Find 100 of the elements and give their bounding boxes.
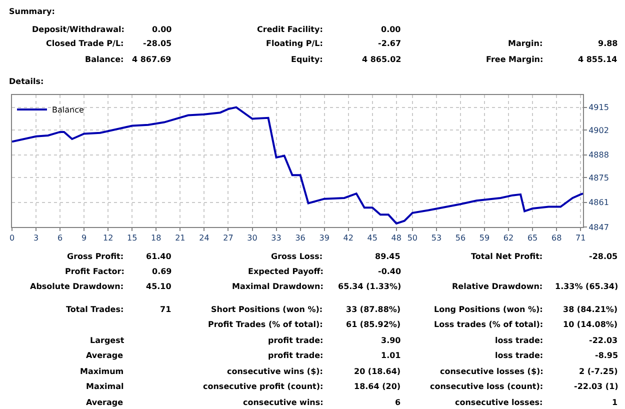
text: 20 (18.64) — [354, 367, 401, 376]
text: Balance: — [85, 55, 124, 64]
text: consecutive profit (count): — [203, 382, 324, 391]
text: Deposit/Withdrawal: — [32, 25, 124, 34]
text: Relative Drawdown: — [452, 282, 543, 291]
text: Expected Payoff: — [248, 267, 324, 276]
x-tick-label: 39 — [319, 234, 330, 243]
text: consecutive loss (count): — [430, 382, 544, 391]
x-tick-label: 12 — [103, 234, 114, 243]
text: 4 865.02 — [362, 55, 402, 64]
x-tick-label: 45 — [367, 234, 378, 243]
text: 6 — [395, 398, 401, 407]
x-tick-label: 33 — [271, 234, 282, 243]
text: Margin: — [508, 39, 543, 48]
text: Floating P/L: — [266, 39, 323, 48]
line-series — [12, 106, 583, 224]
text: Total Trades: — [66, 305, 124, 314]
text: Maximal Drawdown: — [232, 282, 324, 291]
text: Gross Loss: — [271, 252, 323, 261]
text: Gross Profit: — [67, 252, 124, 261]
y-tick-label: 4875 — [588, 174, 609, 183]
text: -22.03 (1) — [574, 382, 618, 391]
text: Average — [86, 351, 124, 360]
text: 9.88 — [598, 39, 618, 48]
text: -22.03 — [589, 336, 618, 345]
text: Maximal — [86, 382, 124, 391]
text: profit trade: — [268, 351, 324, 360]
x-tick-label: 0 — [9, 234, 15, 243]
x-tick-label: 18 — [151, 234, 162, 243]
text: -2.67 — [378, 39, 402, 48]
y-tick-label: 4861 — [588, 198, 609, 208]
x-tick-label: 3 — [33, 234, 39, 243]
x-tick-label: 62 — [503, 234, 514, 243]
text: Maximum — [80, 367, 124, 376]
text: Total Net Profit: — [471, 252, 543, 261]
text: 38 (84.21%) — [563, 305, 618, 314]
x-tick-label: 9 — [82, 234, 87, 243]
text: 4 855.14 — [578, 55, 618, 64]
y-tick-label: 4847 — [588, 222, 609, 232]
text: 89.45 — [375, 252, 401, 261]
text: Credit Facility: — [257, 25, 323, 34]
text: Short Positions (won %): — [211, 305, 323, 314]
text: 4 867.69 — [132, 55, 172, 64]
x-tick-label: 6 — [58, 234, 63, 243]
text: loss trade: — [495, 336, 544, 345]
y-tick-label: 4888 — [588, 150, 609, 160]
x-tick-label: 48 — [391, 234, 402, 243]
text: 18.64 (20) — [354, 382, 401, 391]
x-tick-label: 53 — [431, 234, 442, 243]
text: 71 — [160, 305, 172, 314]
x-tick-label: 56 — [455, 234, 466, 243]
text: 61.40 — [146, 252, 172, 261]
text: Absolute Drawdown: — [30, 282, 124, 291]
text: 1 — [612, 398, 618, 407]
x-tick-label: 30 — [247, 234, 258, 243]
text: 2 (-7.25) — [579, 367, 618, 376]
text: 45.10 — [146, 282, 172, 291]
text: Closed Trade P/L: — [46, 39, 124, 48]
x-tick-label: 50 — [407, 234, 418, 243]
x-tick-label: 27 — [223, 234, 234, 243]
text: 33 (87.88%) — [346, 305, 401, 314]
text: consecutive wins ($): — [227, 367, 324, 376]
x-tick-label: 21 — [175, 234, 186, 243]
text: Free Margin: — [486, 55, 544, 64]
text: -28.05 — [589, 252, 618, 261]
x-tick-label: 65 — [527, 234, 538, 243]
x-tick-label: 59 — [479, 234, 490, 243]
text: 65.34 (1.33%) — [338, 282, 402, 291]
text: Details: — [9, 77, 44, 86]
text: -28.05 — [143, 39, 172, 48]
text: Largest — [90, 336, 124, 345]
text: Average — [86, 398, 124, 407]
y-tick-label: 4902 — [588, 126, 609, 135]
text: Profit Factor: — [65, 267, 124, 276]
x-tick-label: 24 — [199, 234, 210, 243]
text: 0.00 — [381, 25, 402, 34]
text: consecutive losses: — [455, 398, 543, 407]
text: consecutive losses ($): — [440, 367, 544, 376]
text: 1.01 — [381, 351, 402, 360]
text: 0.69 — [152, 267, 172, 276]
text: -8.95 — [595, 351, 618, 360]
text: 3.90 — [381, 336, 402, 345]
x-tick-label: 68 — [551, 234, 562, 243]
text: 10 (14.08%) — [563, 320, 618, 329]
text: Profit Trades (% of total): — [208, 320, 323, 329]
text: Long Positions (won %): — [434, 305, 543, 314]
x-tick-label: 71 — [576, 234, 586, 243]
text: -0.40 — [378, 267, 402, 276]
legend-label: Balance — [52, 106, 84, 115]
text: loss trade: — [495, 351, 544, 360]
x-tick-label: 42 — [343, 234, 354, 243]
text: Loss trades (% of total): — [434, 320, 544, 329]
text: profit trade: — [268, 336, 324, 345]
text: 1.33% (65.34) — [555, 282, 618, 291]
text: consecutive wins: — [243, 398, 324, 407]
y-tick-label: 4915 — [588, 103, 609, 112]
x-tick-label: 36 — [295, 234, 306, 243]
text: 61 (85.92%) — [346, 320, 401, 329]
text: 0.00 — [152, 25, 172, 34]
text: Summary: — [9, 7, 55, 16]
